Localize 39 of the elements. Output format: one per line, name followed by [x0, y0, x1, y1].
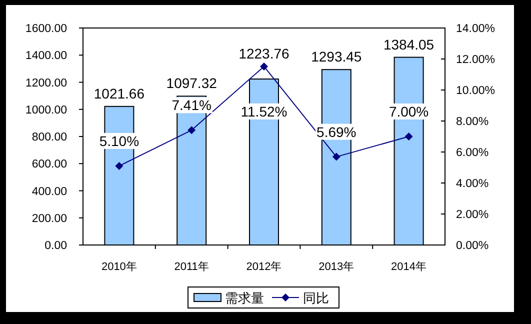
y-tick-label: 1400.00 [25, 50, 67, 62]
data-label: 5.10% [99, 132, 140, 149]
x-tick-label: 2013年 [318, 261, 354, 273]
y-tick-label: 0.00 [44, 240, 67, 252]
y-tick-label: 1600.00 [25, 23, 67, 35]
data-label: 1384.05 [383, 36, 434, 52]
x-tick-label: 2014年 [391, 261, 427, 273]
y2-tick-label: 4.00% [456, 178, 489, 190]
y2-tick-label: 14.00% [456, 23, 496, 35]
legend-label: 同比 [303, 290, 329, 306]
point [332, 152, 340, 161]
y2-tick-label: 0.00% [456, 240, 489, 252]
x-tick-label: 2011年 [174, 261, 209, 273]
point [188, 126, 196, 134]
y-tick-label: 400.00 [32, 186, 67, 198]
y2-tick-label: 12.00% [456, 54, 496, 66]
y-tick-label: 1200.00 [25, 77, 67, 90]
y-tick-label: 600.00 [32, 158, 67, 171]
legend-label: 需求量 [225, 290, 264, 306]
data-label: 1021.66 [94, 85, 145, 102]
x-tick-label: 2010年 [101, 261, 137, 273]
data-label: 11.52% [240, 103, 288, 120]
y2-tick-label: 8.00% [456, 116, 489, 128]
point [260, 62, 268, 70]
x-tick-label: 2012年 [246, 261, 282, 273]
data-label: 1223.76 [238, 45, 290, 62]
y2-tick-label: 6.00% [456, 147, 489, 159]
data-label: 1293.45 [311, 48, 362, 65]
data-label: 1097.32 [166, 75, 218, 92]
y2-tick-label: 2.00% [456, 209, 489, 221]
y-tick-label: 1000.00 [25, 104, 67, 116]
y-tick-label: 800.00 [32, 132, 67, 144]
data-label: 7.41% [172, 97, 212, 114]
data-label: 7.00% [388, 104, 429, 120]
y2-tick-label: 10.00% [456, 85, 496, 97]
point [404, 132, 413, 140]
data-label: 5.69% [316, 124, 356, 140]
point [115, 162, 124, 170]
y-tick-label: 200.00 [32, 212, 67, 225]
